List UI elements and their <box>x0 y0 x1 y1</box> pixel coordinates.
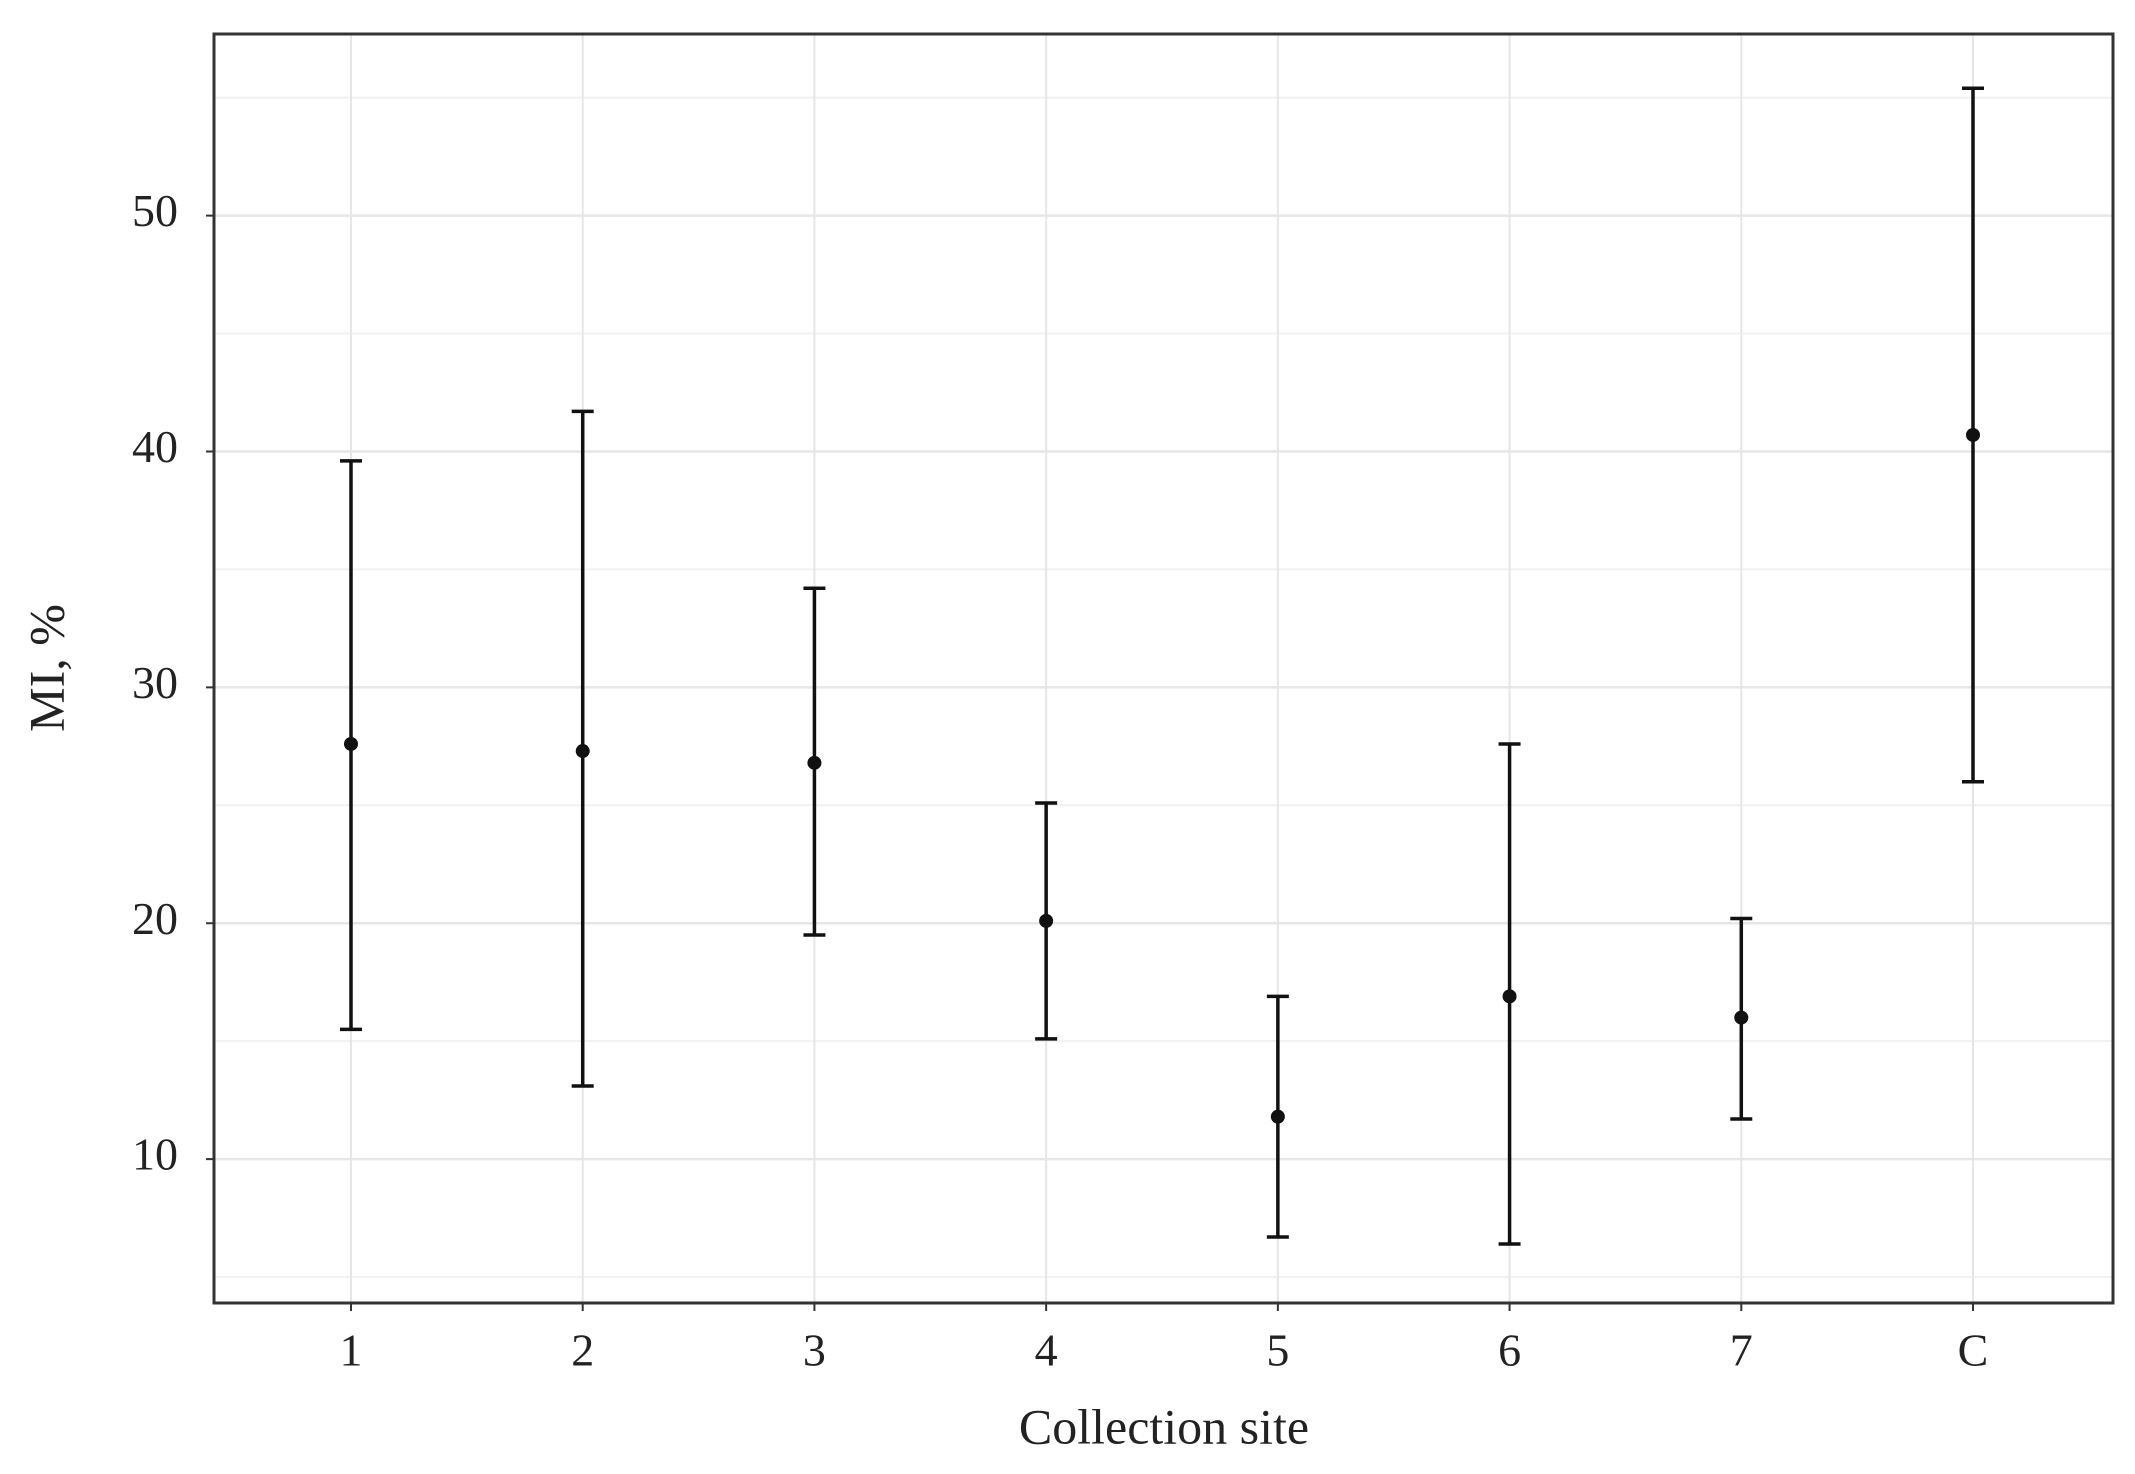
mean-point <box>575 744 590 759</box>
x-tick-label: 5 <box>1266 1325 1289 1376</box>
x-tick-label: 6 <box>1498 1325 1521 1376</box>
x-tick-label: 2 <box>571 1325 594 1376</box>
y-tick-label: 50 <box>132 185 178 236</box>
y-tick-label: 20 <box>132 893 178 944</box>
mean-point <box>807 755 822 770</box>
x-tick-label: C <box>1958 1325 1989 1376</box>
x-axis-title: Collection site <box>1019 1398 1309 1454</box>
mean-point <box>1966 427 1980 442</box>
y-tick-label: 40 <box>132 421 178 472</box>
mean-point <box>1502 989 1517 1004</box>
x-tick-label: 4 <box>1035 1325 1058 1376</box>
x-tick-label: 3 <box>803 1325 826 1376</box>
y-tick-label: 10 <box>132 1129 178 1180</box>
mean-point <box>1270 1109 1285 1124</box>
mean-point <box>1734 1010 1749 1025</box>
x-tick-label: 7 <box>1730 1325 1753 1376</box>
mean-point <box>1039 913 1054 928</box>
y-axis-title: MI, % <box>18 604 74 732</box>
plot-border <box>212 32 2115 1305</box>
mean-point <box>344 736 358 751</box>
y-tick-label: 30 <box>132 657 178 708</box>
x-tick-label: 1 <box>340 1325 363 1376</box>
